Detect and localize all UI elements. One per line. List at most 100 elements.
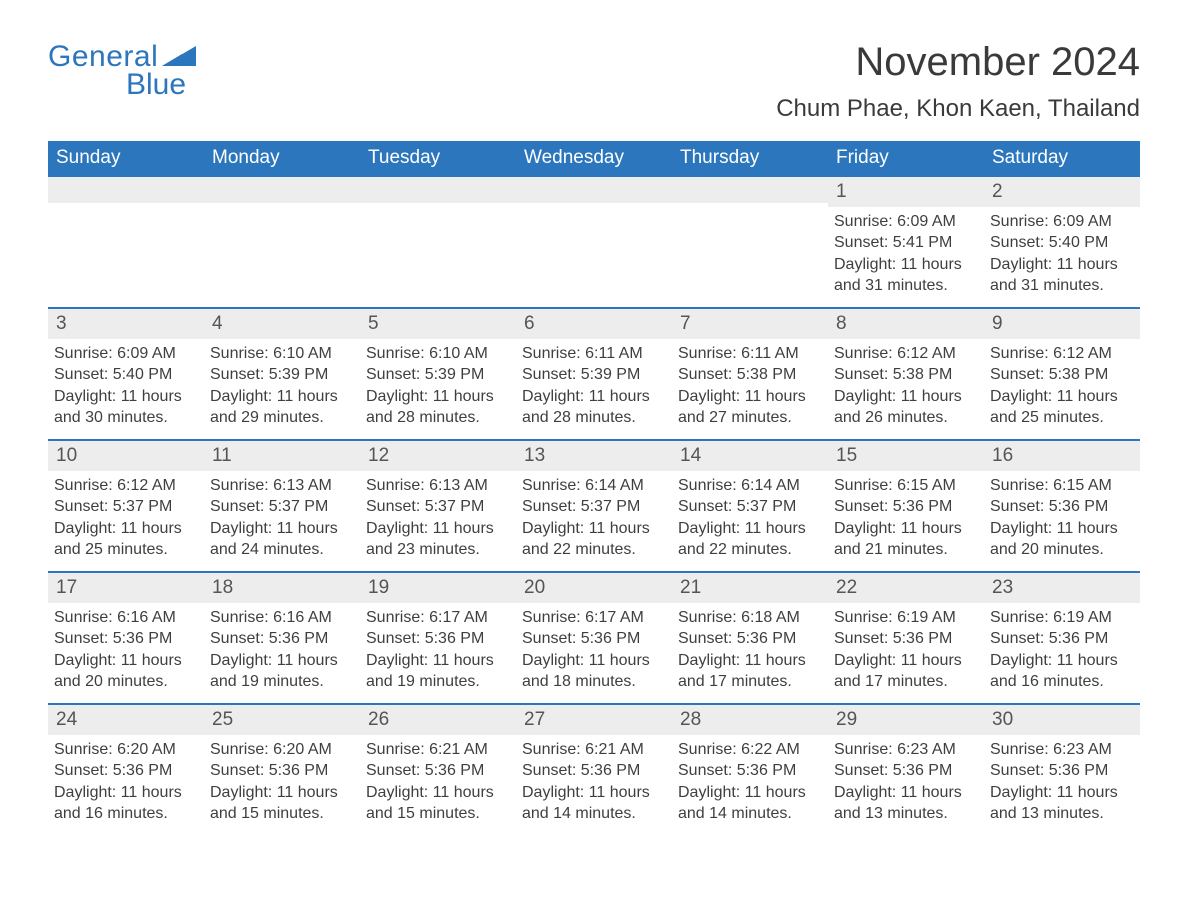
day-number: 11 [204,441,360,471]
day-number: 23 [984,573,1140,603]
day-cell: 7Sunrise: 6:11 AMSunset: 5:38 PMDaylight… [672,309,828,439]
day-number: 14 [672,441,828,471]
sunset-line: Sunset: 5:37 PM [54,496,198,518]
sunset-line: Sunset: 5:40 PM [54,364,198,386]
day-number: 4 [204,309,360,339]
day-cell: 30Sunrise: 6:23 AMSunset: 5:36 PMDayligh… [984,705,1140,835]
sunset-line: Sunset: 5:37 PM [522,496,666,518]
day-cell: 11Sunrise: 6:13 AMSunset: 5:37 PMDayligh… [204,441,360,571]
sunrise-line: Sunrise: 6:14 AM [522,475,666,497]
daylight-line: Daylight: 11 hours and 14 minutes. [522,782,666,825]
sunset-line: Sunset: 5:36 PM [210,760,354,782]
day-number: 18 [204,573,360,603]
day-number: 5 [360,309,516,339]
day-cell [48,177,204,307]
day-cell: 4Sunrise: 6:10 AMSunset: 5:39 PMDaylight… [204,309,360,439]
sunrise-line: Sunrise: 6:19 AM [834,607,978,629]
sunset-line: Sunset: 5:39 PM [522,364,666,386]
sunrise-line: Sunrise: 6:15 AM [834,475,978,497]
day-cell: 19Sunrise: 6:17 AMSunset: 5:36 PMDayligh… [360,573,516,703]
page-header: General Blue November 2024 Chum Phae, Kh… [48,40,1140,123]
daylight-line: Daylight: 11 hours and 25 minutes. [54,518,198,561]
day-cell: 1Sunrise: 6:09 AMSunset: 5:41 PMDaylight… [828,177,984,307]
daylight-line: Daylight: 11 hours and 27 minutes. [678,386,822,429]
sunset-line: Sunset: 5:38 PM [678,364,822,386]
sunset-line: Sunset: 5:36 PM [834,628,978,650]
day-cell: 28Sunrise: 6:22 AMSunset: 5:36 PMDayligh… [672,705,828,835]
sunrise-line: Sunrise: 6:10 AM [366,343,510,365]
day-cell: 14Sunrise: 6:14 AMSunset: 5:37 PMDayligh… [672,441,828,571]
day-number: 15 [828,441,984,471]
daylight-line: Daylight: 11 hours and 15 minutes. [366,782,510,825]
sunrise-line: Sunrise: 6:13 AM [366,475,510,497]
day-number: 28 [672,705,828,735]
logo: General Blue [48,40,196,102]
sunrise-line: Sunrise: 6:20 AM [210,739,354,761]
sunset-line: Sunset: 5:41 PM [834,232,978,254]
day-cell: 13Sunrise: 6:14 AMSunset: 5:37 PMDayligh… [516,441,672,571]
day-cell: 2Sunrise: 6:09 AMSunset: 5:40 PMDaylight… [984,177,1140,307]
sunset-line: Sunset: 5:36 PM [366,760,510,782]
day-number: 9 [984,309,1140,339]
week-row: 10Sunrise: 6:12 AMSunset: 5:37 PMDayligh… [48,439,1140,571]
sunrise-line: Sunrise: 6:21 AM [522,739,666,761]
day-cell [360,177,516,307]
daylight-line: Daylight: 11 hours and 17 minutes. [834,650,978,693]
day-number: 19 [360,573,516,603]
day-cell: 8Sunrise: 6:12 AMSunset: 5:38 PMDaylight… [828,309,984,439]
day-number: 24 [48,705,204,735]
day-cell: 12Sunrise: 6:13 AMSunset: 5:37 PMDayligh… [360,441,516,571]
week-row: 1Sunrise: 6:09 AMSunset: 5:41 PMDaylight… [48,177,1140,307]
daylight-line: Daylight: 11 hours and 25 minutes. [990,386,1134,429]
daylight-line: Daylight: 11 hours and 20 minutes. [990,518,1134,561]
day-number: 17 [48,573,204,603]
header-friday: Friday [828,141,984,177]
week-row: 24Sunrise: 6:20 AMSunset: 5:36 PMDayligh… [48,703,1140,835]
month-title: November 2024 [776,40,1140,85]
day-number: 21 [672,573,828,603]
day-number: 26 [360,705,516,735]
daylight-line: Daylight: 11 hours and 13 minutes. [834,782,978,825]
location: Chum Phae, Khon Kaen, Thailand [776,95,1140,123]
daylight-line: Daylight: 11 hours and 19 minutes. [210,650,354,693]
sunset-line: Sunset: 5:37 PM [210,496,354,518]
day-cell: 20Sunrise: 6:17 AMSunset: 5:36 PMDayligh… [516,573,672,703]
sunset-line: Sunset: 5:36 PM [678,628,822,650]
day-cell [672,177,828,307]
sunrise-line: Sunrise: 6:17 AM [366,607,510,629]
sunset-line: Sunset: 5:38 PM [990,364,1134,386]
day-cell [516,177,672,307]
sunrise-line: Sunrise: 6:12 AM [990,343,1134,365]
sunset-line: Sunset: 5:36 PM [990,760,1134,782]
sunset-line: Sunset: 5:36 PM [678,760,822,782]
logo-word2: Blue [126,68,186,102]
daylight-line: Daylight: 11 hours and 21 minutes. [834,518,978,561]
sunrise-line: Sunrise: 6:09 AM [834,211,978,233]
calendar-header-row: Sunday Monday Tuesday Wednesday Thursday… [48,141,1140,177]
day-number: 2 [984,177,1140,207]
weeks-container: 1Sunrise: 6:09 AMSunset: 5:41 PMDaylight… [48,177,1140,835]
day-cell: 18Sunrise: 6:16 AMSunset: 5:36 PMDayligh… [204,573,360,703]
daylight-line: Daylight: 11 hours and 28 minutes. [522,386,666,429]
sunrise-line: Sunrise: 6:23 AM [834,739,978,761]
header-tuesday: Tuesday [360,141,516,177]
sunrise-line: Sunrise: 6:17 AM [522,607,666,629]
day-number: 6 [516,309,672,339]
sunset-line: Sunset: 5:37 PM [678,496,822,518]
daylight-line: Daylight: 11 hours and 19 minutes. [366,650,510,693]
header-wednesday: Wednesday [516,141,672,177]
day-number: 22 [828,573,984,603]
day-cell: 26Sunrise: 6:21 AMSunset: 5:36 PMDayligh… [360,705,516,835]
header-monday: Monday [204,141,360,177]
sunset-line: Sunset: 5:36 PM [522,628,666,650]
day-cell: 25Sunrise: 6:20 AMSunset: 5:36 PMDayligh… [204,705,360,835]
daylight-line: Daylight: 11 hours and 30 minutes. [54,386,198,429]
day-cell: 21Sunrise: 6:18 AMSunset: 5:36 PMDayligh… [672,573,828,703]
day-number: 20 [516,573,672,603]
daylight-line: Daylight: 11 hours and 23 minutes. [366,518,510,561]
header-thursday: Thursday [672,141,828,177]
sunrise-line: Sunrise: 6:12 AM [54,475,198,497]
daylight-line: Daylight: 11 hours and 28 minutes. [366,386,510,429]
day-cell: 15Sunrise: 6:15 AMSunset: 5:36 PMDayligh… [828,441,984,571]
sunset-line: Sunset: 5:36 PM [522,760,666,782]
